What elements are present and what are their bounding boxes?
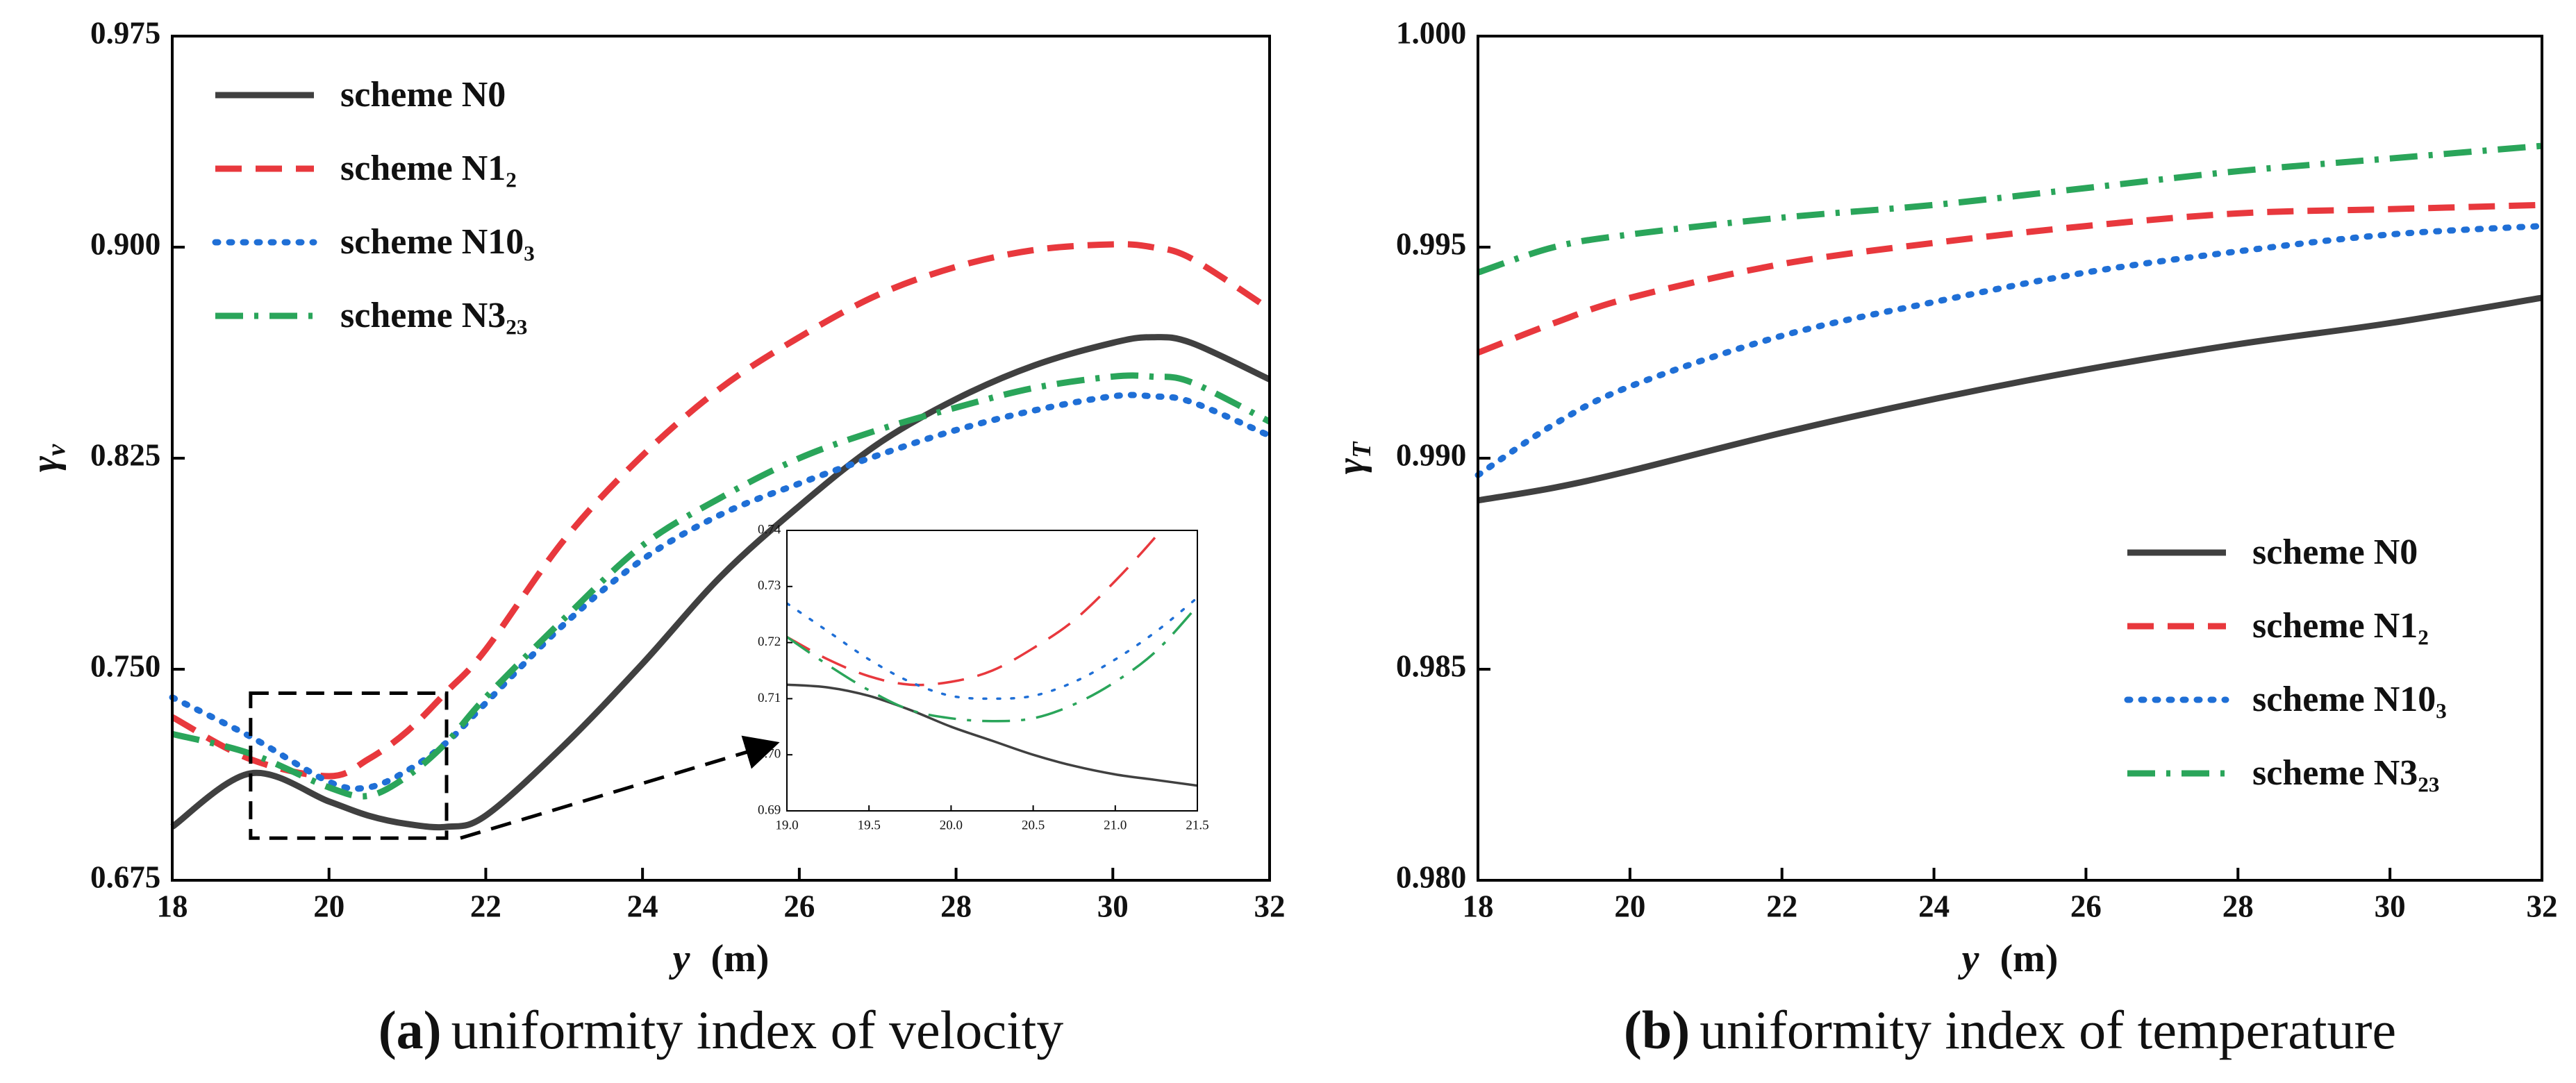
y-tick-label: 0.73	[758, 578, 781, 593]
x-tick-label: 32	[2527, 889, 2558, 923]
x-tick-label: 26	[783, 889, 815, 923]
line	[787, 683, 1197, 787]
legend-label: scheme N1₂	[2252, 606, 2429, 646]
zoom-arrow	[460, 735, 780, 840]
x-tick-label: 24	[1918, 889, 1950, 923]
line	[787, 605, 1197, 723]
legend-label: scheme N3₂₃	[340, 296, 527, 335]
x-tick-label: 22	[1766, 889, 1797, 923]
y-tick-label: 0.71	[758, 691, 781, 705]
caption-label: (b)	[1624, 1000, 1690, 1060]
y-label-sub: v	[42, 444, 71, 456]
x-tick-label: 26	[2070, 889, 2102, 923]
plot-frame	[1477, 35, 2543, 882]
caption-text: uniformity index of velocity	[451, 1000, 1064, 1060]
y-tick-label: 0.675	[90, 859, 160, 894]
x-tick-label: 20.0	[940, 818, 963, 832]
x-tick-label: 28	[940, 889, 972, 923]
y-tick-label: 0.995	[1396, 226, 1466, 261]
x-tick-label: 18	[1463, 889, 1494, 923]
line	[170, 241, 1272, 780]
y-tick-label: 0.975	[90, 15, 160, 50]
x-tick-label: 28	[2222, 889, 2254, 923]
y-tick-label: 0.72	[758, 635, 781, 649]
series-group	[787, 530, 1197, 787]
caption-label: (a)	[379, 1000, 442, 1060]
line	[1477, 142, 2543, 276]
caption-text: uniformity index of temperature	[1700, 1000, 2396, 1060]
series-group	[1474, 142, 2545, 504]
x-label-unit: (m)	[2000, 937, 2058, 980]
y-label-sub: T	[1347, 441, 1377, 458]
x-label-symbol: y	[669, 937, 691, 980]
line	[1477, 201, 2543, 356]
legend-label: scheme N10₃	[2252, 680, 2447, 719]
y-tick-label: 0.990	[1396, 437, 1466, 472]
line	[170, 334, 1271, 831]
x-tick-label: 20	[313, 889, 344, 923]
inset-frame	[786, 530, 1198, 812]
x-axis-label: y (m)	[669, 937, 770, 980]
plot-frame	[171, 35, 1271, 882]
y-tick-label: 0.74	[758, 522, 781, 537]
line	[169, 392, 1273, 792]
x-label-unit: (m)	[711, 937, 769, 980]
x-tick-label: 21.0	[1104, 818, 1127, 832]
x-tick-label: 24	[627, 889, 658, 923]
y-tick-label: 0.980	[1396, 859, 1466, 894]
x-tick-label: 18	[157, 889, 188, 923]
y-tick-label: 1.000	[1396, 15, 1466, 50]
line	[1474, 223, 2545, 478]
x-tick-label: 19.0	[775, 818, 798, 832]
y-axis-label: γv	[24, 444, 71, 472]
y-label-symbol: γ	[24, 455, 67, 472]
y-tick-label: 0.69	[758, 803, 781, 817]
legend-label: scheme N0	[2252, 532, 2418, 572]
x-tick-label: 20.5	[1022, 818, 1045, 832]
x-tick-label: 32	[1254, 889, 1286, 923]
x-tick-label: 30	[1097, 889, 1129, 923]
x-label-symbol: y	[1958, 937, 1980, 980]
y-label-symbol: γ	[1329, 457, 1372, 474]
line	[787, 530, 1163, 687]
x-tick-label: 19.5	[858, 818, 881, 832]
y-tick-label: 0.825	[90, 437, 160, 472]
y-axis-label: γT	[1329, 441, 1377, 474]
y-tick-label: 0.750	[90, 648, 160, 683]
x-tick-label: 22	[470, 889, 501, 923]
y-tick-label: 0.70	[758, 747, 781, 762]
x-tick-label: 30	[2375, 889, 2406, 923]
series-group	[169, 241, 1273, 831]
line	[1477, 294, 2543, 504]
x-tick-label: 20	[1614, 889, 1645, 923]
legend-label: scheme N0	[340, 75, 506, 115]
zoom-box	[249, 691, 449, 840]
y-tick-label: 0.985	[1396, 648, 1466, 683]
caption: (b) uniformity index of temperature	[1624, 1000, 2396, 1060]
x-axis-label: y (m)	[1958, 937, 2059, 980]
legend-label: scheme N10₃	[340, 222, 535, 262]
y-tick-label: 0.900	[90, 226, 160, 261]
legend-label: scheme N1₂	[340, 149, 517, 188]
legend-label: scheme N3₂₃	[2252, 753, 2439, 793]
x-tick-label: 21.5	[1186, 818, 1208, 832]
caption: (a) uniformity index of velocity	[379, 1000, 1064, 1060]
